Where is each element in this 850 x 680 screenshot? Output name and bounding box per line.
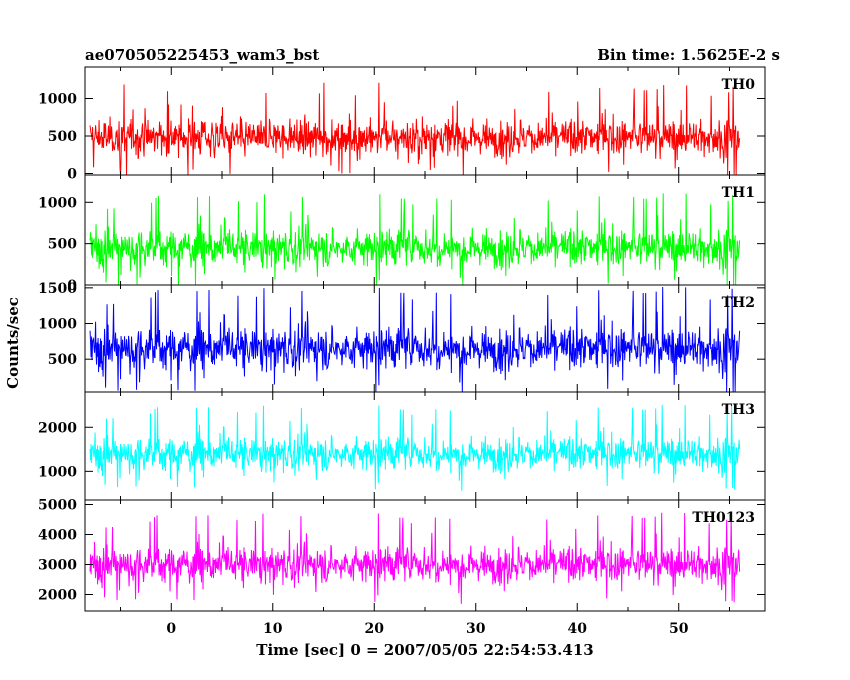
- y-tick-label: 5000: [38, 498, 77, 514]
- series-line-th0: [89, 82, 741, 176]
- panel-label-th0: TH0: [722, 77, 756, 93]
- x-axis-label: Time [sec] 0 = 2007/05/05 22:54:53.413: [256, 641, 593, 659]
- y-tick-label: 1000: [38, 92, 77, 108]
- y-tick-label: 2000: [38, 588, 77, 604]
- series-line-th1: [89, 193, 741, 286]
- x-tick-label: 30: [466, 621, 486, 637]
- series-line-th2: [89, 286, 741, 393]
- y-tick-label: 1000: [38, 317, 77, 333]
- bin-time-label: Bin time: 1.5625E-2 s: [597, 46, 780, 64]
- panel-label-th3: TH3: [722, 402, 755, 418]
- y-axis-label: Counts/sec: [4, 297, 22, 389]
- series-line-th3: [89, 404, 741, 491]
- x-tick-label: 50: [669, 621, 689, 637]
- x-tick-label: 0: [166, 621, 176, 637]
- y-tick-label: 2000: [38, 420, 77, 436]
- panel-label-th1: TH1: [722, 185, 755, 201]
- series-line-th0123: [89, 512, 741, 604]
- y-tick-label: 500: [48, 352, 77, 368]
- y-tick-label: 1000: [38, 195, 77, 211]
- y-tick-label: 0: [67, 167, 77, 183]
- y-tick-label: 500: [48, 129, 77, 145]
- x-tick-label: 10: [263, 621, 283, 637]
- y-tick-label: 1000: [38, 464, 77, 480]
- y-tick-label: 4000: [38, 528, 77, 544]
- panel-label-th2: TH2: [722, 295, 755, 311]
- x-tick-label: 40: [567, 621, 587, 637]
- y-tick-label: 500: [48, 237, 77, 253]
- x-tick-label: 20: [365, 621, 385, 637]
- panel-label-th0123: TH0123: [692, 510, 755, 526]
- panels-group: 05001000TH005001000TH150010001500TH21000…: [38, 66, 766, 637]
- chart-title: ae070505225453_wam3_bst: [85, 46, 319, 64]
- y-tick-label: 3000: [38, 558, 77, 574]
- y-tick-label: 0: [67, 278, 77, 294]
- y-tick-label: 1500: [38, 281, 77, 297]
